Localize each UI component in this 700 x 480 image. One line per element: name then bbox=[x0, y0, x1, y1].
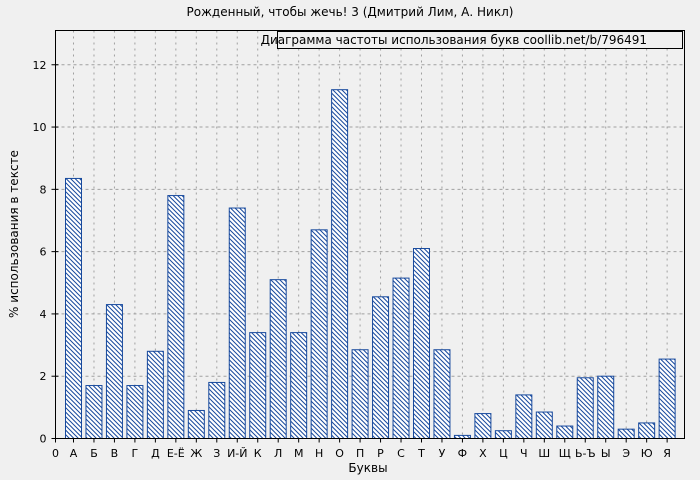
y-tick-labels: 0 2 4 6 8 10 12 bbox=[33, 59, 47, 446]
bar-К bbox=[249, 332, 267, 439]
bar-А bbox=[65, 177, 82, 439]
bar-Ш bbox=[535, 411, 553, 439]
bar-Ь-Ъ bbox=[576, 377, 594, 439]
x-tick-label-П: П bbox=[356, 447, 364, 460]
x-tick-label-Ы: Ы bbox=[601, 447, 611, 460]
x-tick-label-Т: Т bbox=[417, 447, 425, 460]
x-tick-label-Л: Л bbox=[274, 447, 282, 460]
axis-ticks bbox=[51, 64, 668, 443]
x-tick-label-В: В bbox=[111, 447, 119, 460]
x-tick-label-М: М bbox=[294, 447, 304, 460]
x-tick-label-Б: Б bbox=[90, 447, 98, 460]
bar-Ю bbox=[638, 422, 656, 439]
x-tick-label-Ч: Ч bbox=[520, 447, 528, 460]
bar-Щ bbox=[556, 425, 574, 440]
x-tick-label-Н: Н bbox=[315, 447, 323, 460]
bar-Э bbox=[617, 428, 635, 440]
y-tick-label-8: 8 bbox=[40, 183, 47, 196]
bar-З bbox=[208, 381, 226, 440]
x-tick-label-И-Й: И-Й bbox=[227, 447, 247, 460]
bar-О bbox=[331, 89, 349, 440]
x-tick-label-Я: Я bbox=[663, 447, 671, 460]
y-tick-label-0: 0 bbox=[40, 433, 47, 446]
x-tick-label-Д: Д bbox=[151, 447, 160, 460]
x-tick-label-Ь-Ъ: Ь-Ъ bbox=[575, 447, 596, 460]
bar-П bbox=[351, 349, 369, 439]
bar-Т bbox=[412, 248, 430, 439]
bar-Е-Ё bbox=[167, 195, 185, 439]
bar-У bbox=[433, 349, 451, 439]
x-tick-label-А: А bbox=[70, 447, 78, 460]
y-tick-label-12: 12 bbox=[33, 59, 47, 72]
y-tick-label-2: 2 bbox=[40, 370, 47, 383]
x-tick-label-Ю: Ю bbox=[641, 447, 653, 460]
bar-Г bbox=[126, 385, 144, 439]
x-tick-label-У: У bbox=[439, 447, 446, 460]
bar-Ы bbox=[597, 375, 615, 439]
x-tick-label-Х: Х bbox=[479, 447, 487, 460]
bar-Д bbox=[146, 350, 164, 440]
bar-В bbox=[105, 304, 123, 439]
x-tick-label-З: З bbox=[213, 447, 220, 460]
x-tick-labels: 0 А Б В Г Д Е-Ё Ж З И-Й К Л М Н О П Р С Т У Ф Х Ц Ч Ш Щ Ь-Ъ Ы Э Ю Я bbox=[52, 447, 671, 460]
bar-Х bbox=[474, 413, 492, 439]
y-tick-label-4: 4 bbox=[40, 308, 47, 321]
bar-Я bbox=[658, 358, 676, 439]
bar-Ч bbox=[515, 394, 533, 439]
x-tick-label-Ц: Ц bbox=[499, 447, 508, 460]
x-tick-label-О: О bbox=[335, 447, 344, 460]
x-tick-label-origin: 0 bbox=[52, 447, 59, 460]
legend-label: Диаграмма частоты использования букв coo… bbox=[260, 33, 647, 47]
x-tick-label-Э: Э bbox=[622, 447, 630, 460]
bar-Ц bbox=[494, 430, 512, 439]
bar-М bbox=[290, 332, 308, 439]
plot-border bbox=[55, 30, 685, 439]
page-title: Рожденный, чтобы жечь! 3 (Дмитрий Лим, А… bbox=[186, 5, 514, 19]
x-tick-label-Р: Р bbox=[377, 447, 384, 460]
x-tick-label-С: С bbox=[397, 447, 405, 460]
bar-Ж bbox=[187, 409, 205, 440]
bar-Н bbox=[310, 229, 328, 439]
bar-series bbox=[65, 89, 676, 440]
y-tick-label-6: 6 bbox=[40, 246, 47, 259]
y-tick-label-10: 10 bbox=[33, 121, 47, 134]
x-axis-label: Буквы bbox=[348, 461, 388, 475]
x-tick-label-Е-Ё: Е-Ё bbox=[167, 447, 185, 460]
bar-И-Й bbox=[228, 207, 246, 439]
bar-С bbox=[392, 277, 410, 439]
x-tick-label-Щ: Щ bbox=[559, 447, 571, 460]
bar-Р bbox=[372, 296, 390, 440]
x-tick-label-К: К bbox=[254, 447, 262, 460]
bar-Б bbox=[85, 385, 103, 439]
x-tick-label-Ш: Ш bbox=[538, 447, 550, 460]
legend-box: Диаграмма частоты использования букв coo… bbox=[261, 31, 683, 49]
x-tick-label-Ж: Ж bbox=[190, 447, 202, 460]
bar-Л bbox=[269, 279, 287, 439]
x-tick-label-Ф: Ф bbox=[458, 447, 467, 460]
x-tick-label-Г: Г bbox=[132, 447, 139, 460]
